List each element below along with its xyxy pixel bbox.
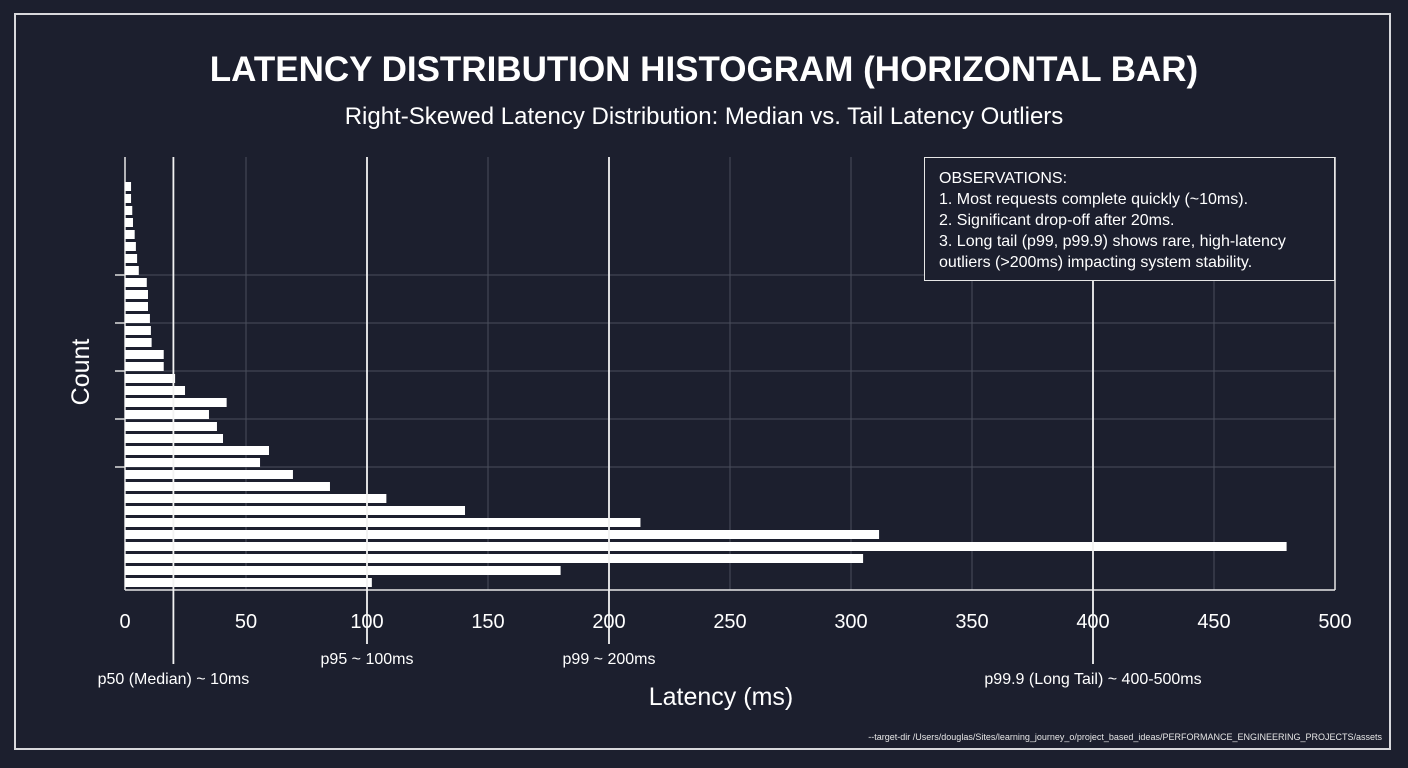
histogram-bar bbox=[125, 530, 880, 539]
x-tick-label: 0 bbox=[119, 611, 130, 633]
histogram-bar bbox=[125, 206, 133, 215]
x-axis-label: Latency (ms) bbox=[649, 683, 793, 711]
histogram-bar bbox=[125, 482, 330, 491]
histogram-bar bbox=[125, 338, 152, 347]
chart-subtitle: Right-Skewed Latency Distribution: Media… bbox=[344, 103, 1064, 130]
y-axis-label: Count bbox=[67, 339, 95, 406]
observations-heading: OBSERVATIONS: bbox=[939, 170, 1068, 187]
histogram-bar bbox=[125, 278, 147, 287]
histogram-bar bbox=[125, 410, 209, 419]
histogram-bar bbox=[125, 386, 186, 395]
histogram-bar bbox=[125, 542, 1287, 551]
observation-2: 2. Significant drop-off after 20ms. bbox=[939, 212, 1175, 229]
x-tick-label: 450 bbox=[1197, 611, 1230, 633]
histogram-bar bbox=[125, 350, 164, 359]
percentile-marker-label: p99 ~ 200ms bbox=[563, 651, 656, 668]
x-tick-label: 500 bbox=[1318, 611, 1351, 633]
histogram-bar bbox=[125, 314, 150, 323]
histogram-bar bbox=[125, 518, 641, 527]
footer-path: --target-dir /Users/douglas/Sites/learni… bbox=[868, 732, 1382, 742]
histogram-bar bbox=[125, 470, 293, 479]
x-tick-label: 250 bbox=[713, 611, 746, 633]
chart-title: LATENCY DISTRIBUTION HISTOGRAM (HORIZONT… bbox=[209, 50, 1199, 89]
histogram-bar bbox=[125, 326, 151, 335]
observation-1: 1. Most requests complete quickly (~10ms… bbox=[939, 191, 1249, 208]
histogram-bar bbox=[125, 422, 217, 431]
histogram-bar bbox=[125, 362, 164, 371]
x-tick-label: 350 bbox=[955, 611, 988, 633]
percentile-marker-label: p50 (Median) ~ 10ms bbox=[98, 671, 250, 688]
histogram-bar bbox=[125, 374, 176, 383]
histogram-bar bbox=[125, 578, 372, 587]
histogram-bar bbox=[125, 458, 261, 467]
histogram-bar bbox=[125, 566, 561, 575]
histogram-bar bbox=[125, 182, 132, 191]
histogram-bar bbox=[125, 266, 139, 275]
histogram-bar bbox=[125, 446, 269, 455]
histogram-bar bbox=[125, 494, 387, 503]
percentile-marker-label: p99.9 (Long Tail) ~ 400-500ms bbox=[984, 671, 1201, 688]
percentile-marker-label: p95 ~ 100ms bbox=[321, 651, 414, 668]
histogram-bar bbox=[125, 218, 133, 227]
x-tick-label: 50 bbox=[235, 611, 257, 633]
chart-frame bbox=[14, 13, 1391, 750]
histogram-bar bbox=[125, 290, 148, 299]
histogram-bar bbox=[125, 302, 148, 311]
histogram-bar bbox=[125, 506, 466, 515]
histogram-bar bbox=[125, 242, 136, 251]
histogram-bar bbox=[125, 230, 135, 239]
observation-3: 3. Long tail (p99, p99.9) shows rare, hi… bbox=[939, 233, 1286, 271]
x-tick-label: 150 bbox=[471, 611, 504, 633]
x-tick-label: 300 bbox=[834, 611, 867, 633]
histogram-bar bbox=[125, 254, 138, 263]
histogram-bar bbox=[125, 398, 227, 407]
observations-box: OBSERVATIONS: 1. Most requests complete … bbox=[924, 157, 1335, 281]
histogram-bar bbox=[125, 194, 132, 203]
histogram-bar bbox=[125, 554, 864, 563]
